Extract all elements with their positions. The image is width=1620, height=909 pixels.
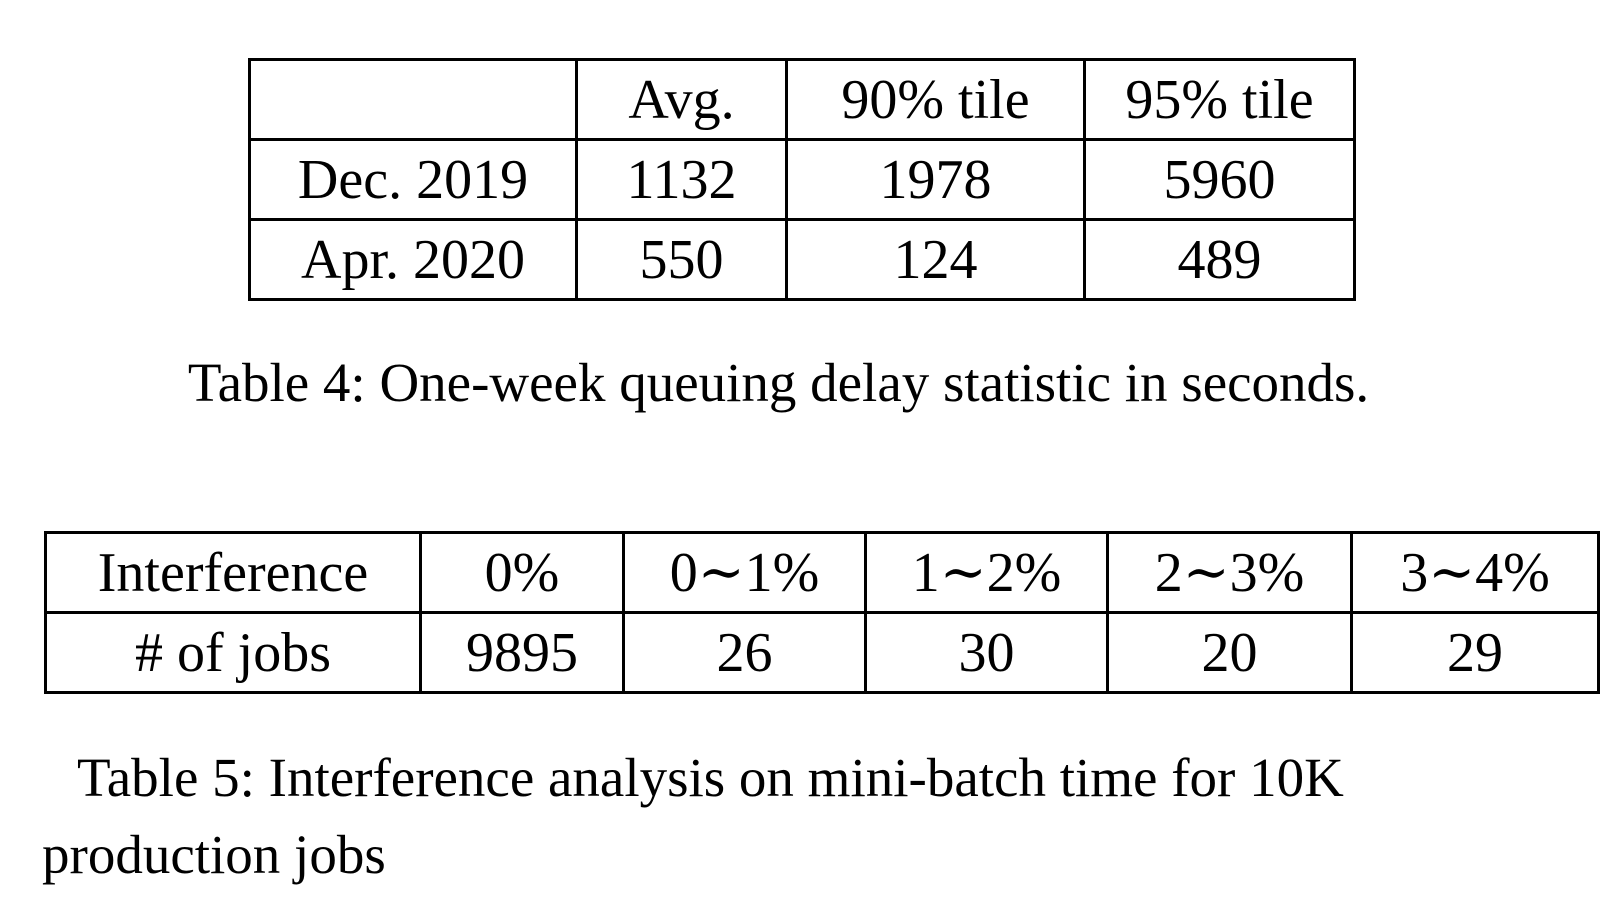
table5-cell-jobs-2-3pct: 20 bbox=[1106, 611, 1353, 694]
table5-header-0pct: 0% bbox=[419, 531, 625, 614]
table4-cell-dec2019-95tile: 5960 bbox=[1083, 138, 1356, 221]
table-row: Interference 0% 0∼1% 1∼2% 2∼3% 3∼4% bbox=[44, 531, 1600, 614]
table4-header-avg: Avg. bbox=[575, 58, 788, 141]
interference-table: Interference 0% 0∼1% 1∼2% 2∼3% 3∼4% # of… bbox=[44, 531, 1600, 694]
table4-header-empty bbox=[248, 58, 578, 141]
table-row: Avg. 90% tile 95% tile bbox=[248, 58, 1356, 141]
table4-row-label-dec2019: Dec. 2019 bbox=[248, 138, 578, 221]
table5-cell-jobs-0pct: 9895 bbox=[419, 611, 625, 694]
table-row: Apr. 2020 550 124 489 bbox=[248, 218, 1356, 301]
table4-cell-apr2020-90tile: 124 bbox=[785, 218, 1086, 301]
table4-caption: Table 4: One-week queuing delay statisti… bbox=[187, 352, 1370, 413]
table5-cell-jobs-0-1pct: 26 bbox=[622, 611, 867, 694]
table4-header-95tile: 95% tile bbox=[1083, 58, 1356, 141]
table-row: # of jobs 9895 26 30 20 29 bbox=[44, 611, 1600, 694]
table4-cell-apr2020-95tile: 489 bbox=[1083, 218, 1356, 301]
table5-header-0-1pct: 0∼1% bbox=[622, 531, 867, 614]
table4-cell-apr2020-avg: 550 bbox=[575, 218, 788, 301]
table5-caption-line1: Table 5: Interference analysis on mini-b… bbox=[77, 747, 1344, 808]
table5-caption-line2: production jobs bbox=[42, 824, 386, 885]
table-row: Dec. 2019 1132 1978 5960 bbox=[248, 138, 1356, 221]
table5-header-interference: Interference bbox=[44, 531, 422, 614]
table4-cell-dec2019-90tile: 1978 bbox=[785, 138, 1086, 221]
table5-header-1-2pct: 1∼2% bbox=[864, 531, 1109, 614]
table4-cell-dec2019-avg: 1132 bbox=[575, 138, 788, 221]
table5-header-2-3pct: 2∼3% bbox=[1106, 531, 1353, 614]
queuing-delay-table: Avg. 90% tile 95% tile Dec. 2019 1132 19… bbox=[248, 58, 1356, 301]
table5-cell-jobs-3-4pct: 29 bbox=[1350, 611, 1600, 694]
table4-header-90tile: 90% tile bbox=[785, 58, 1086, 141]
table5-header-3-4pct: 3∼4% bbox=[1350, 531, 1600, 614]
table5-cell-jobs-1-2pct: 30 bbox=[864, 611, 1109, 694]
table4-row-label-apr2020: Apr. 2020 bbox=[248, 218, 578, 301]
table5-row-label-jobs: # of jobs bbox=[44, 611, 422, 694]
